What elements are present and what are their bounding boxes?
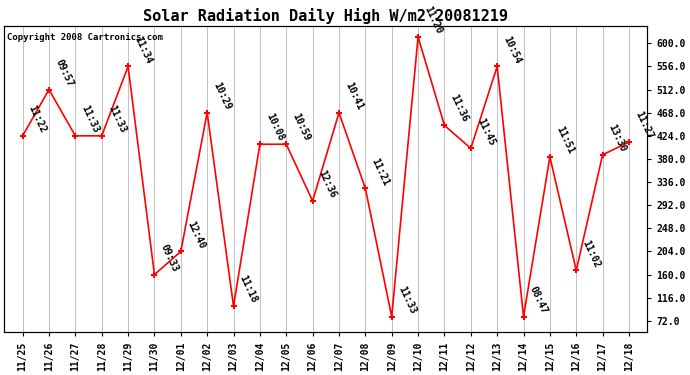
Text: 11:51: 11:51 xyxy=(554,124,575,156)
Text: 13:30: 13:30 xyxy=(607,123,629,153)
Text: 11:45: 11:45 xyxy=(475,116,496,147)
Text: 10:54: 10:54 xyxy=(502,34,523,65)
Text: 11:27: 11:27 xyxy=(633,110,655,141)
Text: 09:33: 09:33 xyxy=(159,242,180,273)
Text: 08:47: 08:47 xyxy=(528,284,549,315)
Text: 11:36: 11:36 xyxy=(448,93,470,124)
Text: 09:57: 09:57 xyxy=(53,57,75,88)
Text: 11:22: 11:22 xyxy=(27,104,48,134)
Text: 10:08: 10:08 xyxy=(264,112,286,143)
Text: 11:02: 11:02 xyxy=(580,238,602,269)
Text: Copyright 2008 Cartronics.com: Copyright 2008 Cartronics.com xyxy=(8,33,164,42)
Text: 11:33: 11:33 xyxy=(106,104,128,134)
Text: 12:40: 12:40 xyxy=(185,219,206,250)
Text: 11:33: 11:33 xyxy=(396,284,417,315)
Text: 11:18: 11:18 xyxy=(237,274,259,305)
Text: 10:59: 10:59 xyxy=(290,112,312,143)
Text: 11:21: 11:21 xyxy=(370,156,391,187)
Text: 12:36: 12:36 xyxy=(317,169,338,200)
Text: 11:20: 11:20 xyxy=(422,5,444,36)
Text: 11:33: 11:33 xyxy=(79,104,101,134)
Text: 10:41: 10:41 xyxy=(343,81,364,111)
Title: Solar Radiation Daily High W/m2 20081219: Solar Radiation Daily High W/m2 20081219 xyxy=(144,8,509,24)
Text: 10:29: 10:29 xyxy=(211,81,233,111)
Text: 11:34: 11:34 xyxy=(132,34,154,65)
